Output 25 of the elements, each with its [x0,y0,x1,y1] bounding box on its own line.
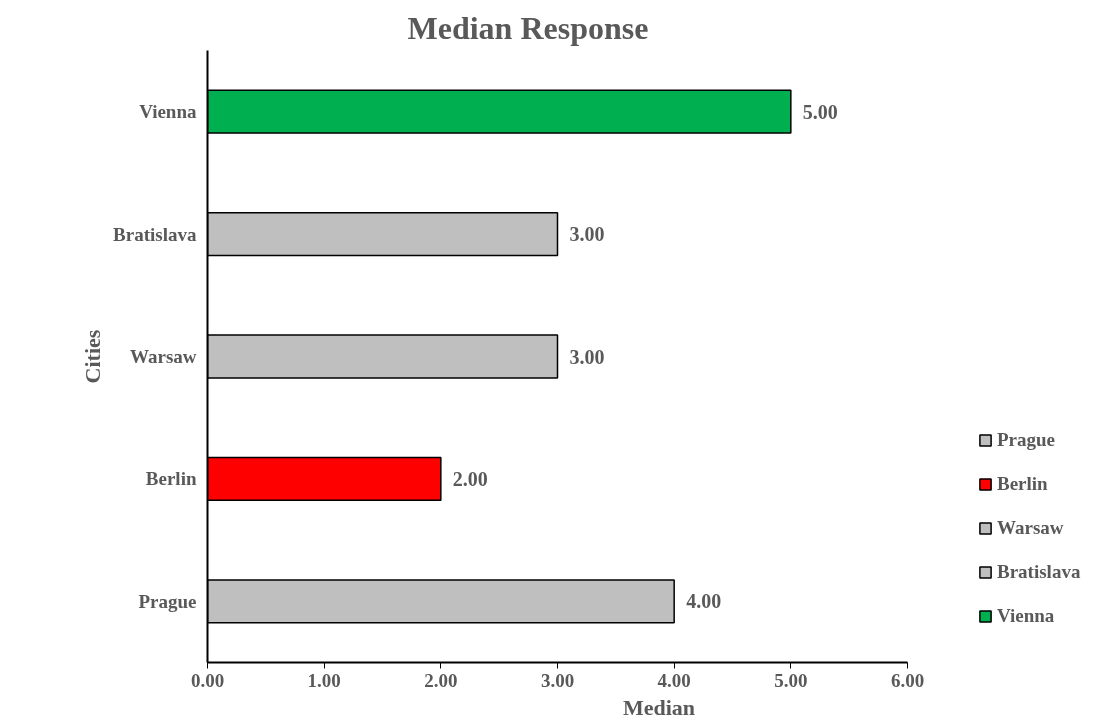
data-label: 2.00 [452,467,488,490]
y-tick-label: Warsaw [130,346,197,367]
x-tick-label: 1.00 [307,669,341,691]
legend-label: Warsaw [997,517,1064,539]
x-tick-label: 0.00 [190,669,225,691]
chart-title: Median Response [407,9,649,46]
y-axis-title: Cities [80,329,106,384]
x-tick-label: 6.00 [890,669,925,691]
data-label: 3.00 [569,345,605,368]
x-tick-label: 3.00 [540,669,575,691]
legend-label: Bratislava [997,561,1081,583]
x-tick-label: 2.00 [424,669,458,691]
y-tick-label: Prague [138,590,197,612]
y-tick-label: Bratislava [113,223,197,245]
data-label: 3.00 [569,223,605,246]
x-axis-title: Median [622,694,696,720]
x-tick-label: 4.00 [657,669,691,691]
data-label: 5.00 [802,100,838,123]
legend-label: Berlin [997,473,1048,495]
legend-label: Prague [997,429,1056,451]
data-label: 4.00 [686,590,722,613]
legend-label: Vienna [997,605,1055,627]
y-tick-label: Vienna [139,101,197,123]
x-tick-label: 5.00 [774,669,808,691]
y-tick-label: Berlin [145,468,197,490]
